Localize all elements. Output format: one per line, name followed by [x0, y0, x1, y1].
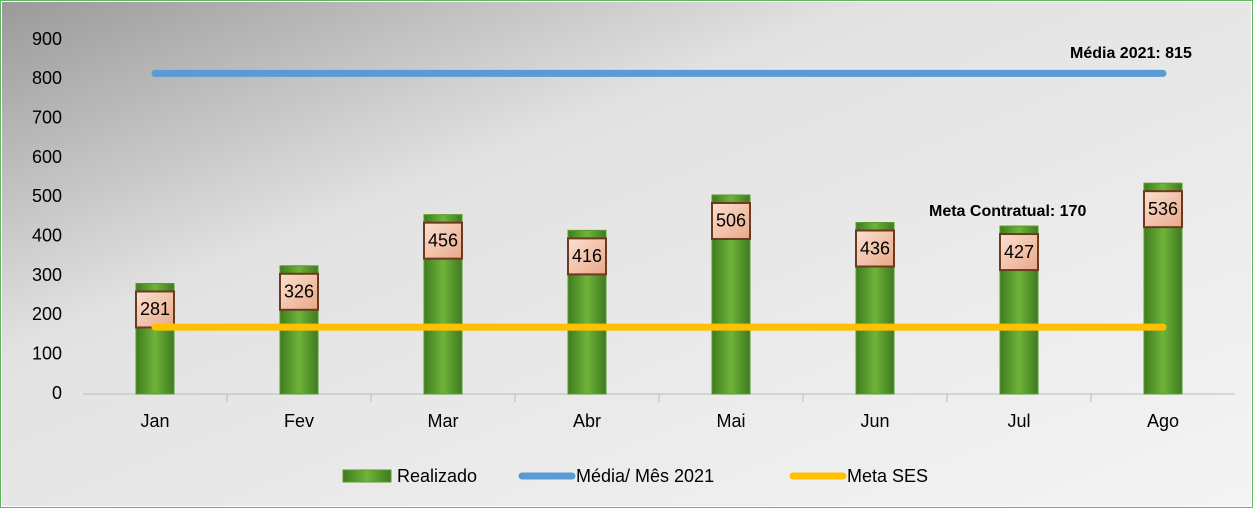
- data-label-box: [279, 272, 319, 311]
- legend-swatch: [342, 469, 392, 483]
- y-tick-label: 100: [32, 343, 62, 363]
- data-label: 326: [284, 282, 314, 302]
- x-tick-label: Jun: [860, 411, 889, 431]
- data-label-box: [1143, 190, 1183, 229]
- y-tick-label: 400: [32, 225, 62, 245]
- y-tick-label: 0: [52, 383, 62, 403]
- data-label: 456: [428, 230, 458, 250]
- x-tick-label: Abr: [573, 411, 601, 431]
- annotation: Média 2021: 815: [1070, 45, 1192, 62]
- y-tick-label: 500: [32, 186, 62, 206]
- x-tick-label: Ago: [1147, 411, 1179, 431]
- legend-label: Média/ Mês 2021: [576, 466, 714, 486]
- data-label: 427: [1004, 242, 1034, 262]
- y-tick-label: 900: [32, 29, 62, 49]
- data-label: 536: [1148, 199, 1178, 219]
- x-tick-label: Jul: [1007, 411, 1030, 431]
- data-label: 416: [572, 246, 602, 266]
- legend-label: Meta SES: [847, 466, 928, 486]
- data-label: 506: [716, 211, 746, 231]
- x-tick-label: Jan: [140, 411, 169, 431]
- legend-label: Realizado: [397, 466, 477, 486]
- y-tick-label: 600: [32, 147, 62, 167]
- x-tick-label: Mar: [428, 411, 459, 431]
- data-label: 436: [860, 238, 890, 258]
- annotation: Meta Contratual: 170: [929, 203, 1086, 220]
- data-label-box: [999, 233, 1039, 272]
- y-tick-label: 700: [32, 107, 62, 127]
- data-label-box: [855, 229, 895, 268]
- data-label-box: [567, 237, 607, 276]
- x-tick-label: Mai: [716, 411, 745, 431]
- data-label-box: [711, 201, 751, 240]
- x-tick-label: Fev: [284, 411, 314, 431]
- y-tick-label: 300: [32, 265, 62, 285]
- y-tick-label: 200: [32, 304, 62, 324]
- y-tick-label: 800: [32, 68, 62, 88]
- data-label: 281: [140, 299, 170, 319]
- data-label-box: [423, 221, 463, 260]
- data-label-box: [135, 290, 175, 329]
